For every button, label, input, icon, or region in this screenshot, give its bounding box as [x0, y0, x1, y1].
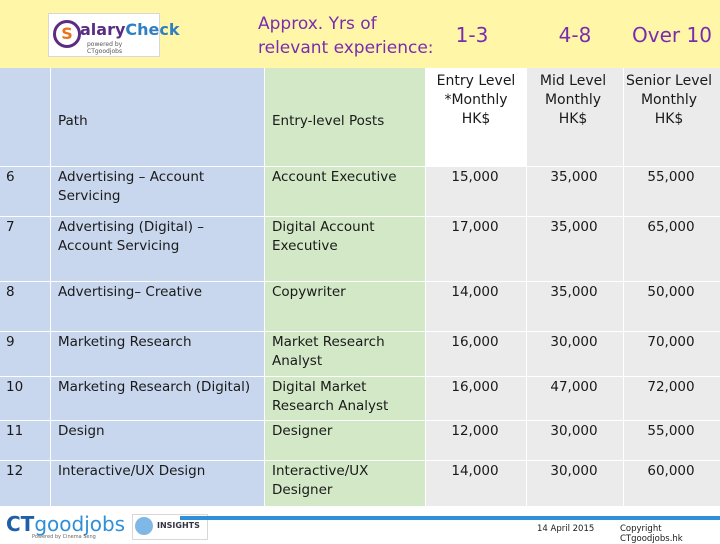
- row-number: 8: [6, 284, 15, 300]
- row-post: Digital Market Research Analyst: [272, 379, 389, 414]
- row-post: Interactive/UX Designer: [272, 463, 369, 498]
- row-mid-salary: 47,000: [550, 379, 598, 395]
- row-mid-salary: 35,000: [550, 219, 598, 235]
- row-entry-salary: 14,000: [451, 463, 499, 479]
- row-divider: [0, 331, 720, 332]
- table-row-salary-bg: [426, 216, 720, 281]
- row-path: Marketing Research (Digital): [58, 379, 251, 395]
- row-entry-salary: 17,000: [451, 219, 499, 235]
- table-row-salary-bg: [426, 331, 720, 376]
- header-cell-entry: [426, 68, 526, 166]
- column-divider: [264, 68, 265, 506]
- table-row-salary-bg: [426, 281, 720, 331]
- experience-label: Approx. Yrs of relevant experience:: [258, 14, 434, 58]
- row-path: Interactive/UX Design: [58, 463, 206, 479]
- column-divider: [526, 68, 527, 506]
- column-divider: [425, 68, 426, 506]
- row-entry-salary: 16,000: [451, 334, 499, 350]
- row-number: 11: [6, 423, 24, 439]
- table-row-posts-bg: [265, 420, 425, 460]
- row-number: 6: [6, 169, 15, 185]
- table-row-salary-bg: [426, 420, 720, 460]
- row-senior-salary: 55,000: [647, 423, 695, 439]
- table-row-salary-bg: [426, 460, 720, 506]
- row-divider: [0, 281, 720, 282]
- logo-wordmark: alaryCheck: [80, 20, 180, 39]
- row-number: 12: [6, 463, 24, 479]
- column-header-path: Path: [58, 113, 88, 129]
- row-path: Marketing Research: [58, 334, 192, 350]
- row-post: Designer: [272, 423, 333, 439]
- row-divider: [0, 216, 720, 217]
- column-divider: [623, 68, 624, 506]
- row-senior-salary: 50,000: [647, 284, 695, 300]
- footer-divider-bar: [180, 516, 720, 520]
- row-senior-salary: 65,000: [647, 219, 695, 235]
- ctgoodjobs-subtitle: Powered by Cinema Seng: [32, 534, 96, 540]
- footer-copyright: Copyright CTgoodjobs.hk: [620, 524, 683, 544]
- column-header-senior-level: Senior Level Monthly HK$: [626, 73, 712, 127]
- salarycheck-logo: S alaryCheck powered by CTgoodjobs: [48, 13, 180, 57]
- row-divider: [0, 376, 720, 377]
- row-post: Market Research Analyst: [272, 334, 385, 369]
- insights-wordmark: INSIGHTS: [157, 521, 200, 530]
- table-row-posts-bg: [265, 216, 425, 281]
- table-row-posts-bg: [265, 376, 425, 420]
- column-header-entry-level: Entry Level *Monthly HK$: [436, 73, 516, 127]
- row-path: Advertising – Account Servicing: [58, 169, 205, 204]
- range-entry: 1-3: [455, 23, 489, 47]
- row-entry-salary: 15,000: [451, 169, 499, 185]
- ctgoodjobs-logo: CTgoodjobs: [6, 512, 126, 536]
- row-mid-salary: 30,000: [550, 463, 598, 479]
- row-divider: [0, 166, 720, 167]
- row-number: 7: [6, 219, 15, 235]
- row-mid-salary: 30,000: [550, 334, 598, 350]
- table-row-salary-bg: [426, 376, 720, 420]
- header-cell-mid: [527, 68, 623, 166]
- row-mid-salary: 35,000: [550, 169, 598, 185]
- footer-date: 14 April 2015: [537, 524, 595, 534]
- row-path: Advertising– Creative: [58, 284, 203, 300]
- row-senior-salary: 72,000: [647, 379, 695, 395]
- range-mid: 4-8: [558, 23, 592, 47]
- column-header-posts: Entry-level Posts: [272, 113, 385, 129]
- row-senior-salary: 60,000: [647, 463, 695, 479]
- dollar-circle-icon: S: [53, 20, 81, 48]
- row-post: Account Executive: [272, 169, 397, 185]
- row-path: Advertising (Digital) – Account Servicin…: [58, 219, 205, 254]
- header-cell-posts: [265, 68, 425, 166]
- row-divider: [0, 420, 720, 421]
- row-senior-salary: 70,000: [647, 334, 695, 350]
- row-entry-salary: 14,000: [451, 284, 499, 300]
- row-number: 10: [6, 379, 24, 395]
- table-row-posts-bg: [265, 166, 425, 216]
- column-divider: [50, 68, 51, 506]
- row-mid-salary: 30,000: [550, 423, 598, 439]
- row-entry-salary: 16,000: [451, 379, 499, 395]
- range-senior: Over 10: [632, 23, 712, 47]
- logo-subtitle: powered by CTgoodjobs: [87, 41, 123, 55]
- insights-globe-icon: [135, 517, 153, 535]
- row-entry-salary: 12,000: [451, 423, 499, 439]
- row-post: Digital Account Executive: [272, 219, 375, 254]
- column-header-mid-level: Mid Level Monthly HK$: [539, 73, 607, 127]
- row-path: Design: [58, 423, 105, 439]
- header-cell-no: [0, 68, 50, 166]
- footer: CTgoodjobs Powered by Cinema Seng INSIGH…: [0, 506, 720, 540]
- header-cell-path: [51, 68, 264, 166]
- header-cell-senior: [624, 68, 720, 166]
- row-mid-salary: 35,000: [550, 284, 598, 300]
- row-divider: [0, 460, 720, 461]
- row-post: Copywriter: [272, 284, 346, 300]
- table-row-posts-bg: [265, 281, 425, 331]
- row-number: 9: [6, 334, 15, 350]
- table-row-posts-bg: [265, 460, 425, 506]
- row-senior-salary: 55,000: [647, 169, 695, 185]
- table-row-salary-bg: [426, 166, 720, 216]
- table-row-posts-bg: [265, 331, 425, 376]
